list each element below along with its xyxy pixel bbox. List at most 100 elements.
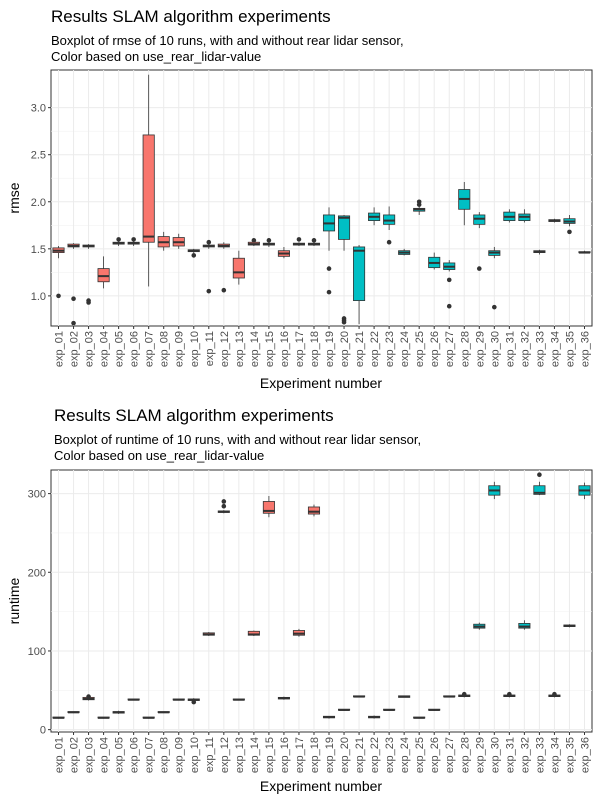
outlier-point (296, 237, 302, 242)
outlier-point (492, 304, 497, 310)
rmse-box-exp_35 (563, 214, 576, 235)
box-iqr (142, 134, 155, 243)
outlier-point (221, 503, 227, 509)
runtime-x-tick-label: exp_12 (219, 737, 231, 773)
rmse-x-tick-label: exp_01 (54, 331, 66, 367)
runtime-x-tick-label: exp_24 (399, 737, 411, 773)
rmse-x-tick-label: exp_14 (249, 331, 261, 367)
runtime-box-exp_28 (458, 691, 471, 698)
box-iqr (232, 257, 245, 279)
outlier-point (461, 691, 467, 697)
rmse-box-exp_07 (142, 74, 155, 287)
runtime-box-exp_17 (292, 628, 305, 637)
runtime-x-tick-label: exp_18 (309, 737, 321, 773)
rmse-box-exp_21 (353, 245, 366, 325)
runtime-box-exp_02 (67, 711, 80, 714)
rmse-box-exp_34 (548, 218, 561, 223)
runtime-x-tick-label: exp_28 (459, 737, 471, 773)
runtime-y-tick-label: 200 (28, 567, 46, 579)
runtime-x-tick-label: exp_07 (144, 737, 156, 773)
runtime-x-tick-label: exp_13 (234, 737, 246, 773)
runtime-box-exp_31 (503, 691, 516, 698)
rmse-x-tick-label: exp_22 (369, 331, 381, 367)
runtime-x-tick-label: exp_06 (129, 737, 141, 773)
runtime-box-exp_23 (383, 708, 396, 711)
runtime-box-exp_35 (563, 624, 576, 628)
runtime-box-exp_26 (428, 708, 441, 711)
outlier-point (206, 288, 212, 294)
runtime-x-tick-label: exp_22 (369, 737, 381, 773)
rmse-box-exp_17 (292, 237, 305, 246)
rmse-chart-subtitle-line-2: Color based on use_rear_lidar-value (51, 49, 261, 64)
rmse-box-exp_02 (67, 243, 80, 326)
runtime-y-axis-title: runtime (6, 577, 22, 624)
outlier-point (221, 499, 227, 504)
rmse-x-tick-label: exp_04 (99, 331, 111, 367)
runtime-box-exp_36 (578, 482, 591, 500)
runtime-box-exp_01 (52, 716, 65, 719)
rmse-chart-title: Results SLAM algorithm experiments (51, 7, 331, 26)
rmse-box-exp_06 (127, 237, 140, 246)
rmse-x-tick-label: exp_27 (444, 331, 456, 367)
rmse-x-tick-label: exp_20 (339, 331, 351, 367)
rmse-x-tick-label: exp_26 (429, 331, 441, 367)
runtime-box-exp_32 (518, 620, 531, 630)
outlier-point (567, 229, 572, 235)
rmse-x-tick-label: exp_34 (549, 331, 561, 367)
rmse-box-exp_08 (157, 231, 170, 251)
outlier-point (386, 239, 392, 245)
runtime-x-axis-title: Experiment number (260, 778, 383, 794)
rmse-x-tick-label: exp_18 (309, 331, 321, 367)
outlier-point (552, 691, 557, 697)
rmse-x-tick-label: exp_31 (504, 331, 516, 367)
rmse-box-exp_33 (533, 249, 546, 255)
runtime-box-exp_03 (82, 694, 95, 701)
runtime-box-exp_25 (413, 716, 426, 719)
runtime-x-tick-label: exp_16 (279, 737, 291, 773)
rmse-x-tick-label: exp_06 (129, 331, 141, 367)
runtime-x-tick-label: exp_23 (384, 737, 396, 773)
outlier-point (341, 319, 347, 325)
runtime-box-exp_08 (157, 711, 170, 714)
rmse-x-tick-label: exp_13 (234, 331, 246, 367)
outlier-point (537, 472, 542, 478)
rmse-x-tick-label: exp_28 (459, 331, 471, 367)
runtime-box-exp_24 (398, 695, 411, 698)
outlier-point (446, 303, 452, 309)
rmse-box-exp_03 (82, 244, 95, 305)
outlier-point (221, 287, 227, 293)
rmse-chart-subtitle-line-1: Boxplot of rmse of 10 runs, with and wit… (51, 33, 404, 48)
rmse-box-exp_14 (247, 238, 260, 246)
rmse-x-tick-label: exp_08 (159, 331, 171, 367)
rmse-x-tick-label: exp_17 (294, 331, 306, 367)
rmse-box-exp_23 (383, 206, 396, 245)
runtime-chart-title: Results SLAM algorithm experiments (54, 406, 334, 425)
rmse-x-tick-label: exp_19 (324, 331, 336, 367)
runtime-x-tick-label: exp_14 (249, 737, 261, 773)
rmse-x-tick-label: exp_16 (279, 331, 291, 367)
runtime-x-tick-label: exp_35 (564, 737, 576, 773)
runtime-x-tick-label: exp_03 (84, 737, 96, 773)
runtime-box-exp_04 (97, 716, 110, 719)
rmse-box-exp_27 (443, 260, 456, 309)
runtime-plot-content: 0 100 200 300 exp_01 exp_02 exp_03 exp_04 exp_05… (28, 470, 592, 773)
runtime-y-tick-label: 300 (28, 489, 46, 501)
outlier-point (71, 320, 76, 326)
rmse-box-exp_36 (578, 250, 591, 254)
rmse-x-tick-label: exp_02 (69, 331, 81, 367)
rmse-x-tick-label: exp_25 (414, 331, 426, 367)
rmse-box-exp_18 (307, 238, 321, 246)
rmse-y-tick-label: 3.0 (31, 103, 46, 115)
rmse-box-exp_30 (488, 246, 501, 310)
outlier-point (191, 253, 197, 258)
runtime-box-exp_07 (142, 716, 155, 719)
runtime-x-tick-label: exp_31 (504, 737, 516, 773)
rmse-x-tick-label: exp_33 (534, 331, 546, 367)
rmse-box-exp_26 (428, 252, 441, 270)
rmse-x-tick-label: exp_15 (264, 331, 276, 367)
box-iqr (533, 485, 546, 495)
outlier-point (56, 293, 61, 299)
runtime-box-exp_21 (353, 695, 366, 698)
rmse-box-exp_01 (52, 246, 65, 299)
